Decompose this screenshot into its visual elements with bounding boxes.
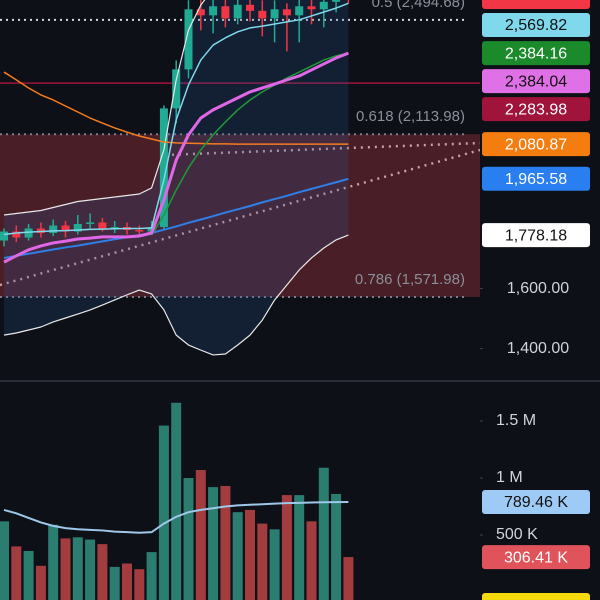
candle-body: [196, 9, 205, 16]
candle-body: [332, 0, 341, 2]
candle-body: [172, 69, 181, 109]
fib-label: 0.786 (1,571.98): [355, 271, 465, 288]
indicator-line: [3, 71, 349, 145]
volume-bar: [109, 566, 120, 600]
price-badge: [482, 132, 590, 157]
price-badge-label: 1,965.58: [505, 171, 567, 188]
candle-body: [295, 6, 304, 16]
volume-pane: [0, 402, 354, 600]
volume-badge: [482, 489, 590, 514]
volume-bar: [158, 425, 169, 600]
volume-badge-label: 789.46 K: [504, 494, 568, 511]
volume-bar: [331, 493, 342, 600]
fib-label: 0.5 (2,494.68): [372, 0, 465, 11]
indicator-line: [3, 234, 349, 356]
candle-body: [270, 9, 279, 19]
candle-body: [110, 227, 119, 229]
candle-body: [73, 224, 82, 232]
y-tick-label: 1,400.00: [507, 340, 569, 357]
candle-body: [184, 9, 193, 70]
candle-body: [282, 9, 291, 16]
volume-bar: [85, 539, 96, 600]
price-badge: [482, 166, 590, 191]
volume-tick-label: 500 K: [496, 526, 538, 543]
volume-bar: [343, 557, 354, 600]
cut-badge: [482, 0, 590, 9]
candle-body: [221, 6, 230, 19]
price-badge: [482, 13, 590, 37]
y-tick-label: 1,600.00: [507, 280, 569, 297]
price-badge-label: 2,384.16: [505, 45, 567, 62]
candle-body: [258, 10, 267, 19]
candle-body: [233, 4, 242, 19]
candle-body: [0, 231, 8, 241]
price-badge: [482, 69, 590, 94]
volume-bar: [11, 546, 22, 600]
volume-bar: [220, 485, 231, 600]
candle-body: [135, 230, 144, 232]
volume-bar: [195, 470, 206, 600]
volume-bar: [72, 537, 83, 600]
price-badge: [482, 41, 590, 66]
volume-bar: [232, 512, 243, 600]
volume-ma: [3, 500, 349, 534]
volume-bar: [146, 552, 157, 600]
candle-body: [12, 231, 21, 238]
indicator-line: [3, 0, 206, 216]
indicator-line: [3, 177, 349, 259]
volume-bar: [257, 523, 268, 600]
volume-bar: [269, 529, 280, 600]
axis: 1,600.00 1,400.00 2,569.82 2,384.16 2,384.04…: [480, 0, 590, 600]
price-badge-label: 2,384.04: [505, 73, 567, 90]
volume-bar: [60, 538, 71, 600]
price-badge-label: 2,283.98: [505, 101, 567, 118]
candle-body: [319, 1, 328, 10]
candle-body: [159, 108, 168, 228]
candle-body: [209, 6, 218, 16]
price-pane: 0.5 (2,494.68) 0.618 (2,113.98) 0.786 (1,5…: [0, 0, 480, 356]
fib-label: 0.618 (2,113.98): [356, 108, 465, 125]
volume-bar: [35, 565, 46, 600]
indicator-line: [3, 51, 349, 264]
candle-body: [307, 6, 316, 10]
cut-badge: [482, 593, 590, 600]
volume-bar: [245, 509, 255, 600]
volume-bar: [134, 569, 145, 600]
candle-body: [98, 222, 107, 229]
volume-bar: [281, 495, 292, 600]
volume-bar: [122, 563, 132, 600]
volume-bar: [183, 477, 194, 600]
candle-body: [49, 225, 58, 234]
volume-bar: [208, 487, 219, 600]
fib-zone: [0, 134, 480, 297]
volume-tick-label: 1.5 M: [496, 412, 536, 429]
volume-bar: [318, 467, 329, 600]
volume-bar: [171, 402, 182, 600]
volume-bar: [0, 521, 9, 600]
candle-body: [24, 228, 33, 238]
volume-bar: [97, 544, 108, 600]
volume-tick-label: 1 M: [496, 469, 523, 486]
candle-body: [61, 225, 70, 232]
candle-body: [246, 4, 254, 11]
indicator-line: [150, 52, 349, 236]
volume-bar: [306, 521, 317, 600]
price-badge-label: 2,569.82: [505, 17, 567, 34]
price-badge-label: 2,080.87: [505, 136, 567, 153]
price-badge: [482, 97, 590, 122]
candle-body: [86, 222, 95, 225]
volume-bar: [48, 524, 59, 600]
volume-badge: [482, 545, 590, 570]
price-badge-label: 1,778.18: [505, 227, 567, 244]
volume-badge-label: 306.41 K: [504, 549, 568, 566]
volume-bar: [294, 495, 305, 600]
volume-bar: [23, 550, 34, 600]
indicator-line: [3, 2, 349, 236]
price-badge: [482, 223, 590, 248]
